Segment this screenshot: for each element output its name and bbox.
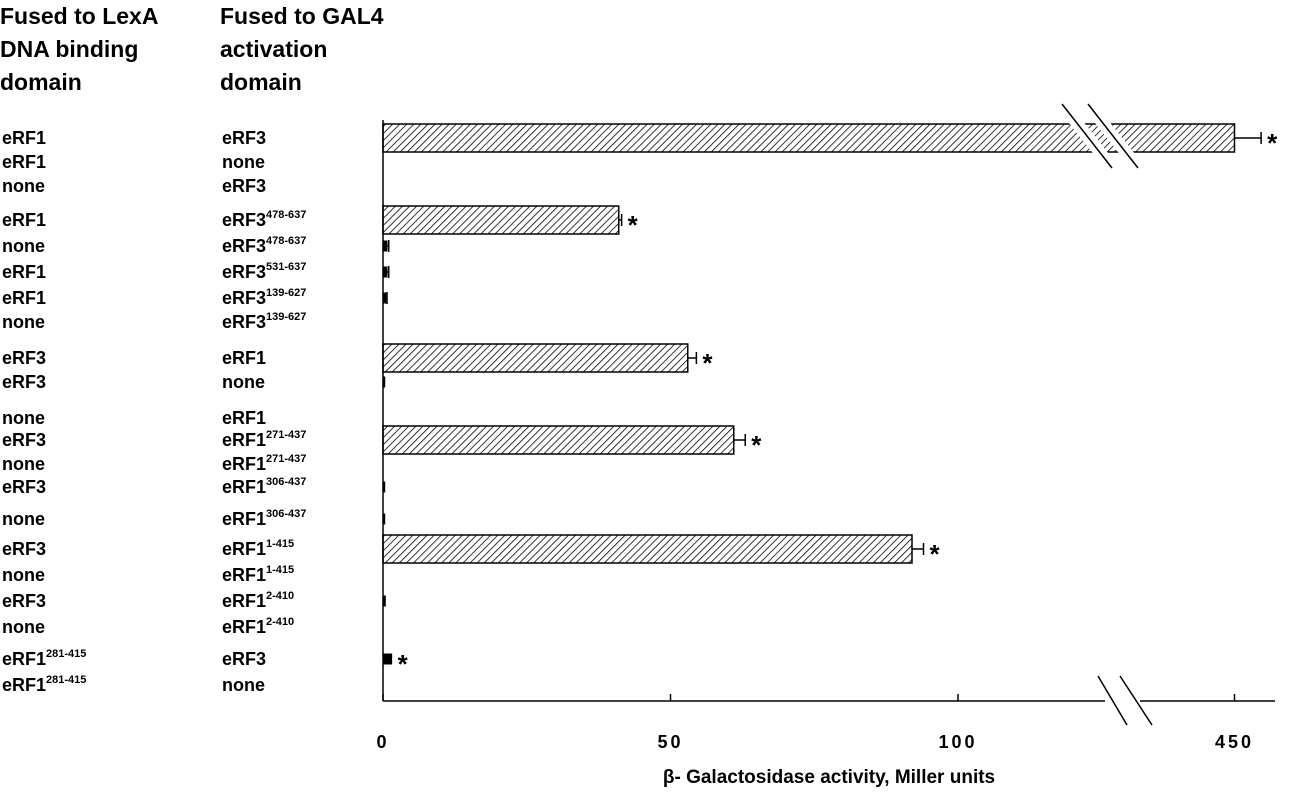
bar [382,653,393,665]
bar [382,343,689,373]
lexa-construct-label: eRF1 [2,210,46,230]
lexa-construct-label: none [2,454,45,474]
lexa-construct-label: none [2,312,45,332]
lexa-construct-label: eRF3 [2,477,46,497]
lexa-header-line: DNA binding [0,36,139,62]
significance-asterisk: * [751,430,762,460]
gal4-construct-label: eRF1271-437 [222,429,306,450]
x-tick-label: 450 [1215,732,1254,752]
lexa-construct-label: eRF3 [2,591,46,611]
lexa-construct-label: eRF3 [2,430,46,450]
gal4-header-line: activation [220,36,328,62]
gal4-construct-label: eRF11-415 [222,564,294,585]
lexa-construct-label: eRF1281-415 [2,648,86,669]
lexa-header-line: domain [0,69,82,95]
lexa-construct-label: eRF1 [2,128,46,148]
bar [382,425,735,455]
bar-break-mark [1061,103,1113,169]
axis-break-mark [1097,675,1128,726]
bar [382,205,620,235]
gal4-construct-label: eRF1306-437 [222,508,306,529]
gal4-construct-label: eRF1 [222,408,266,428]
significance-asterisk: * [702,348,713,378]
bar-break-mark [1087,103,1139,169]
gal4-construct-label: none [222,675,265,695]
gal4-construct-label: eRF12-410 [222,616,294,637]
gal4-construct-label: eRF1306-437 [222,476,306,497]
lexa-construct-label: eRF1 [2,152,46,172]
gal4-construct-label: eRF3 [222,176,266,196]
axis-break-mark [1119,675,1153,726]
lexa-construct-label: eRF3 [2,348,46,368]
lexa-construct-label: none [2,509,45,529]
gal4-construct-label: none [222,372,265,392]
lexa-construct-label: eRF3 [2,539,46,559]
significance-asterisk: * [628,210,639,240]
significance-asterisk: * [398,649,409,679]
lexa-construct-label: eRF1 [2,288,46,308]
gal4-construct-label: eRF3478-637 [222,235,306,256]
x-axis-title: β- Galactosidase activity, Miller units [663,767,995,788]
gal4-construct-label: eRF1 [222,348,266,368]
gal4-construct-label: eRF12-410 [222,590,294,611]
lexa-header-line: Fused to LexA [0,3,159,29]
bars: * * * * * * [382,98,1278,679]
gal4-construct-label: eRF3139-627 [222,287,306,308]
lexa-construct-label: none [2,176,45,196]
lexa-construct-label: none [2,408,45,428]
gal4-column-header: Fused to GAL4 activation domain [220,0,384,99]
lexa-column-header: Fused to LexA DNA binding domain [0,0,158,99]
bar [382,534,913,564]
lexa-construct-label: none [2,236,45,256]
x-tick-label: 100 [938,732,977,752]
gal4-construct-label: eRF1271-437 [222,453,306,474]
gal4-construct-label: eRF3531-637 [222,261,306,282]
gal4-header-line: domain [220,69,302,95]
gal4-construct-label: none [222,152,265,172]
gal4-construct-label: eRF3478-637 [222,209,306,230]
lexa-construct-label: eRF1 [2,262,46,282]
x-tick-label: 0 [376,732,389,752]
gal4-construct-label: eRF11-415 [222,538,294,559]
significance-asterisk: * [930,539,941,569]
lexa-construct-label: eRF1281-415 [2,674,86,695]
significance-asterisk: * [1267,128,1278,158]
x-tick-label: 50 [657,732,683,752]
x-axis: 0 50 100 450 β- Galactosidase activity, Mill… [376,120,1275,788]
lexa-construct-label: none [2,565,45,585]
gal4-header-line: Fused to GAL4 [220,3,384,29]
lexa-construct-label: none [2,617,45,637]
gal4-construct-label: eRF3139-627 [222,311,306,332]
gal4-construct-label: eRF3 [222,128,266,148]
gal4-construct-label: eRF3 [222,649,266,669]
lexa-construct-label: eRF3 [2,372,46,392]
